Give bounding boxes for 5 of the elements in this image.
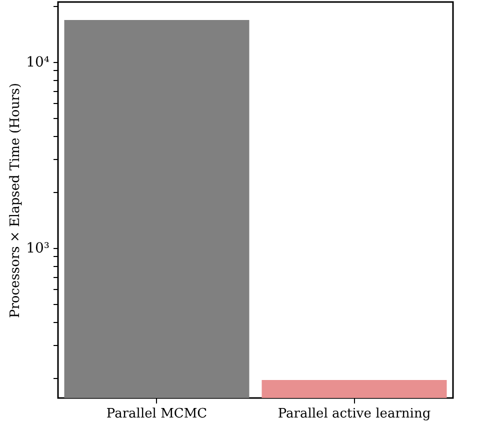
x-tick-label: Parallel active learning [278,406,431,422]
y-axis-title: Processors × Elapsed Time (Hours) [8,82,24,318]
y-tick-label: 10⁴ [26,54,50,70]
x-tick-label: Parallel MCMC [106,406,208,422]
y-tick-label: 10³ [26,240,50,256]
